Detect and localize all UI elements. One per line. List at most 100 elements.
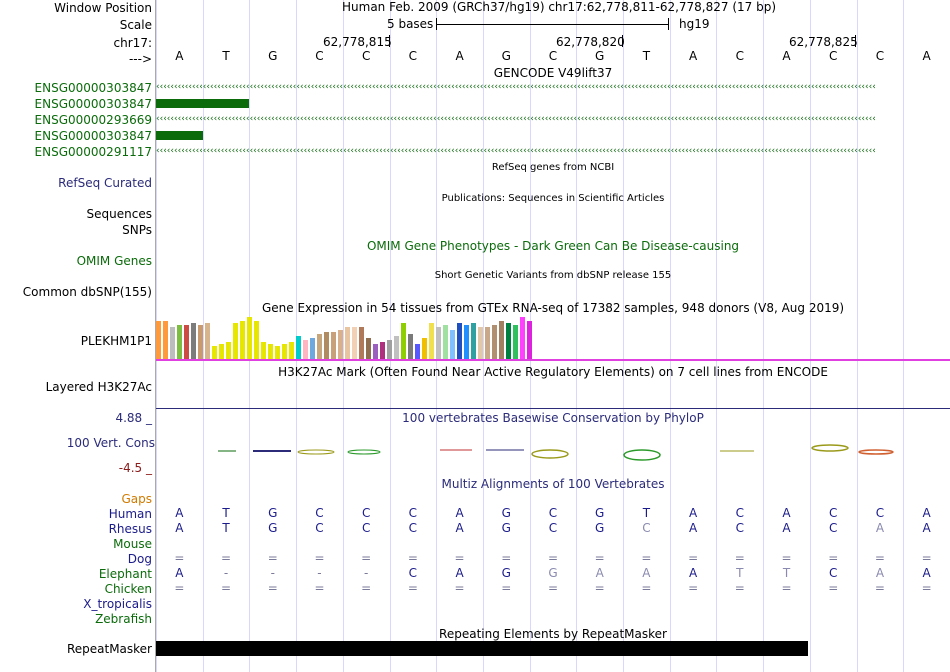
- gtex-bar[interactable]: [240, 321, 245, 359]
- gtex-bar[interactable]: [226, 342, 231, 359]
- gtex-bar[interactable]: [191, 323, 196, 359]
- refseq-label[interactable]: RefSeq Curated: [58, 176, 152, 190]
- gtex-bar[interactable]: [219, 344, 224, 359]
- dna-base: C: [315, 49, 324, 63]
- species-label[interactable]: X_tropicalis: [83, 597, 152, 611]
- gtex-bar[interactable]: [436, 327, 441, 359]
- gtex-bar-chart[interactable]: [156, 317, 556, 359]
- gtex-bar[interactable]: [198, 325, 203, 359]
- gtex-bar[interactable]: [506, 323, 511, 359]
- gencode-gene-4-label[interactable]: ENSG00000303847: [34, 129, 152, 143]
- alignment-base: =: [828, 581, 839, 595]
- gtex-bar[interactable]: [212, 346, 217, 359]
- grid-line: [716, 0, 718, 672]
- gtex-bar[interactable]: [177, 325, 182, 359]
- position-1: 62,778,815: [323, 35, 392, 49]
- gtex-bar[interactable]: [317, 334, 322, 359]
- gencode-gene-5-label[interactable]: ENSG00000291117: [34, 145, 152, 159]
- gtex-bar[interactable]: [457, 323, 462, 359]
- gtex-bar[interactable]: [380, 342, 385, 359]
- gtex-bar[interactable]: [429, 323, 434, 359]
- alignment-base: C: [361, 521, 371, 535]
- gtex-bar[interactable]: [520, 317, 525, 359]
- gtex-bar[interactable]: [205, 323, 210, 359]
- gtex-bar[interactable]: [170, 327, 175, 359]
- gaps-label[interactable]: Gaps: [121, 492, 152, 506]
- species-label[interactable]: Chicken: [104, 582, 152, 596]
- gtex-bar[interactable]: [268, 344, 273, 359]
- gtex-label[interactable]: PLEKHM1P1: [80, 334, 152, 348]
- sequences-label[interactable]: Sequences: [86, 207, 152, 221]
- gtex-bar[interactable]: [352, 327, 357, 359]
- gtex-bar[interactable]: [401, 323, 406, 359]
- gtex-bar[interactable]: [394, 336, 399, 359]
- gtex-bar[interactable]: [254, 321, 259, 359]
- repeatmasker-element[interactable]: [156, 641, 808, 656]
- alignment-base: =: [688, 581, 699, 595]
- gtex-bar[interactable]: [422, 338, 427, 359]
- gtex-bar[interactable]: [499, 321, 504, 359]
- gtex-bar[interactable]: [261, 342, 266, 359]
- gtex-bar[interactable]: [373, 344, 378, 359]
- species-label[interactable]: Zebrafish: [95, 612, 152, 626]
- gtex-bar[interactable]: [338, 330, 343, 359]
- gtex-bar[interactable]: [408, 334, 413, 359]
- gtex-bar[interactable]: [345, 327, 350, 359]
- snps-label[interactable]: SNPs: [122, 223, 152, 237]
- gtex-bar[interactable]: [303, 340, 308, 359]
- gencode-gene-3-track[interactable]: ‹‹‹‹‹‹‹‹‹‹‹‹‹‹‹‹‹‹‹‹‹‹‹‹‹‹‹‹‹‹‹‹‹‹‹‹‹‹‹‹…: [156, 114, 876, 124]
- h3k27ac-label[interactable]: Layered H3K27Ac: [45, 380, 152, 394]
- gtex-bar[interactable]: [485, 327, 490, 359]
- gencode-gene-4-exon[interactable]: [156, 131, 203, 140]
- gtex-bar[interactable]: [387, 340, 392, 359]
- gtex-bar[interactable]: [163, 321, 168, 359]
- dna-base: G: [501, 49, 511, 63]
- gtex-bar[interactable]: [233, 323, 238, 359]
- gtex-bar[interactable]: [359, 327, 364, 359]
- alignment-base: =: [314, 581, 325, 595]
- repeatmasker-label[interactable]: RepeatMasker: [66, 642, 152, 656]
- phylop-graph[interactable]: [156, 440, 950, 462]
- gencode-gene-1-label[interactable]: ENSG00000303847: [34, 81, 152, 95]
- omim-label[interactable]: OMIM Genes: [76, 254, 152, 268]
- alignment-base: C: [408, 566, 418, 580]
- gtex-bar[interactable]: [282, 344, 287, 359]
- gtex-bar[interactable]: [310, 338, 315, 359]
- gencode-gene-2-exon[interactable]: [156, 99, 249, 108]
- gencode-gene-3-label[interactable]: ENSG00000293669: [34, 113, 152, 127]
- alignment-base: G: [595, 506, 605, 520]
- gtex-bar[interactable]: [450, 330, 455, 359]
- gtex-bar[interactable]: [478, 327, 483, 359]
- species-label[interactable]: Mouse: [113, 537, 152, 551]
- gtex-bar[interactable]: [443, 325, 448, 359]
- species-label[interactable]: Dog: [127, 552, 152, 566]
- position-3: 62,778,825: [789, 35, 858, 49]
- gtex-bar[interactable]: [527, 321, 532, 359]
- gtex-bar[interactable]: [464, 325, 469, 359]
- gtex-bar[interactable]: [324, 332, 329, 359]
- species-label[interactable]: Elephant: [98, 567, 152, 581]
- gtex-bar[interactable]: [296, 336, 301, 359]
- gtex-bar[interactable]: [331, 332, 336, 359]
- gtex-bar[interactable]: [289, 342, 294, 359]
- alignment-base: =: [267, 581, 278, 595]
- gtex-bar[interactable]: [471, 323, 476, 359]
- dbsnp-label[interactable]: Common dbSNP(155): [22, 285, 152, 299]
- alignment-base: C: [735, 506, 744, 520]
- species-label[interactable]: Rhesus: [108, 522, 152, 536]
- gtex-bar[interactable]: [247, 317, 252, 359]
- gtex-bar[interactable]: [184, 325, 189, 359]
- gencode-gene-5-track[interactable]: ‹‹‹‹‹‹‹‹‹‹‹‹‹‹‹‹‹‹‹‹‹‹‹‹‹‹‹‹‹‹‹‹‹‹‹‹‹‹‹‹…: [156, 146, 876, 156]
- gtex-bar[interactable]: [513, 325, 518, 359]
- gtex-bar[interactable]: [366, 338, 371, 359]
- alignment-base: =: [407, 551, 418, 565]
- gtex-bar[interactable]: [415, 344, 420, 359]
- gencode-gene-2-label[interactable]: ENSG00000303847: [34, 97, 152, 111]
- gencode-gene-1-track[interactable]: ‹‹‹‹‹‹‹‹‹‹‹‹‹‹‹‹‹‹‹‹‹‹‹‹‹‹‹‹‹‹‹‹‹‹‹‹‹‹‹‹…: [156, 82, 876, 92]
- gtex-bar[interactable]: [156, 321, 161, 359]
- gtex-bar[interactable]: [492, 325, 497, 359]
- gtex-bar[interactable]: [275, 346, 280, 359]
- species-label[interactable]: Human: [108, 507, 152, 521]
- phylop-label[interactable]: 100 Vert. Cons: [66, 436, 155, 450]
- alignment-base: =: [454, 551, 465, 565]
